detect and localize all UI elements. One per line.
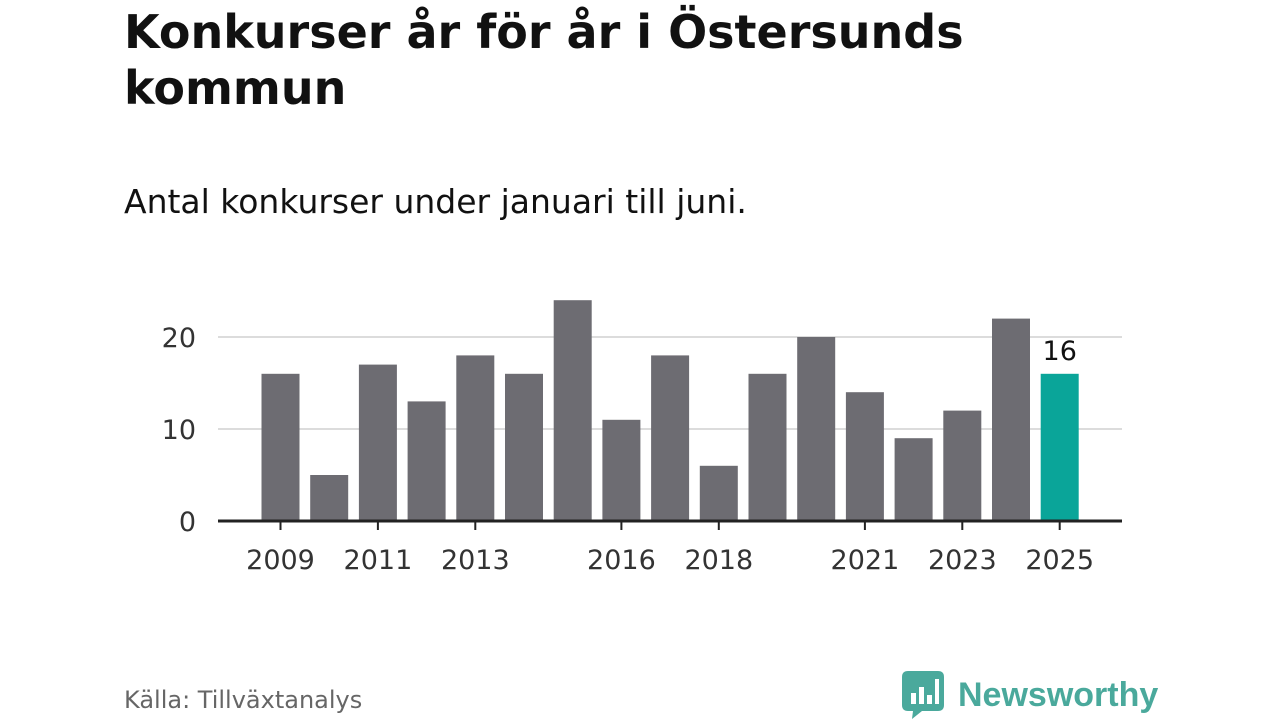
bar-2024 — [992, 318, 1030, 521]
bar-2015 — [553, 300, 592, 521]
x-tick-label: 2021 — [831, 545, 900, 576]
bar-2014 — [505, 373, 543, 521]
chart-title: Konkurser år för år i Östersunds kommun — [124, 5, 964, 115]
newsworthy-chart-icon — [902, 671, 944, 719]
bar-2019 — [748, 373, 787, 521]
x-tick-label: 2009 — [246, 545, 315, 576]
bar-2009 — [261, 373, 300, 521]
x-tick-label: 2025 — [1025, 545, 1094, 576]
x-tick-label: 2011 — [344, 545, 413, 576]
source-note: Källa: Tillväxtanalys — [124, 686, 363, 714]
bar-2016 — [602, 419, 641, 521]
bar-2018 — [699, 465, 738, 521]
chart-subtitle: Antal konkurser under januari till juni. — [124, 182, 747, 221]
y-tick-label: 0 — [179, 507, 196, 538]
bar-2010 — [310, 475, 349, 521]
brand-name: Newsworthy — [958, 675, 1159, 714]
axes — [218, 519, 1122, 530]
bar-2025 — [1040, 373, 1079, 521]
bar-2021 — [845, 392, 884, 521]
bar-2020 — [797, 337, 836, 521]
bar-2017 — [651, 355, 690, 521]
bar-2011 — [358, 364, 397, 521]
x-tick-label: 2023 — [928, 545, 997, 576]
data-label-2025: 16 — [1043, 336, 1077, 367]
y-tick-label: 10 — [162, 415, 196, 446]
bar-2013 — [456, 355, 495, 521]
y-tick-label: 20 — [162, 323, 196, 354]
bars — [261, 300, 1079, 521]
x-tick-label: 2013 — [441, 545, 510, 576]
bar-2022 — [894, 438, 933, 521]
brand-logo[interactable]: Newsworthy — [902, 670, 1158, 720]
x-tick-label: 2016 — [587, 545, 656, 576]
bar-2012 — [407, 401, 446, 521]
bar-2023 — [943, 410, 982, 521]
x-tick-label: 2018 — [684, 545, 753, 576]
